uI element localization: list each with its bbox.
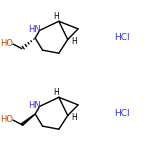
Text: HO: HO bbox=[1, 39, 14, 48]
Text: H: H bbox=[71, 113, 76, 122]
Text: HO: HO bbox=[1, 115, 14, 124]
Text: HCl: HCl bbox=[115, 33, 130, 43]
Text: HN: HN bbox=[28, 101, 40, 110]
Text: HN: HN bbox=[28, 25, 40, 34]
Text: H: H bbox=[54, 12, 59, 21]
Text: H: H bbox=[54, 88, 59, 97]
Polygon shape bbox=[21, 114, 35, 126]
Text: H: H bbox=[71, 37, 76, 46]
Text: HCl: HCl bbox=[115, 109, 130, 119]
